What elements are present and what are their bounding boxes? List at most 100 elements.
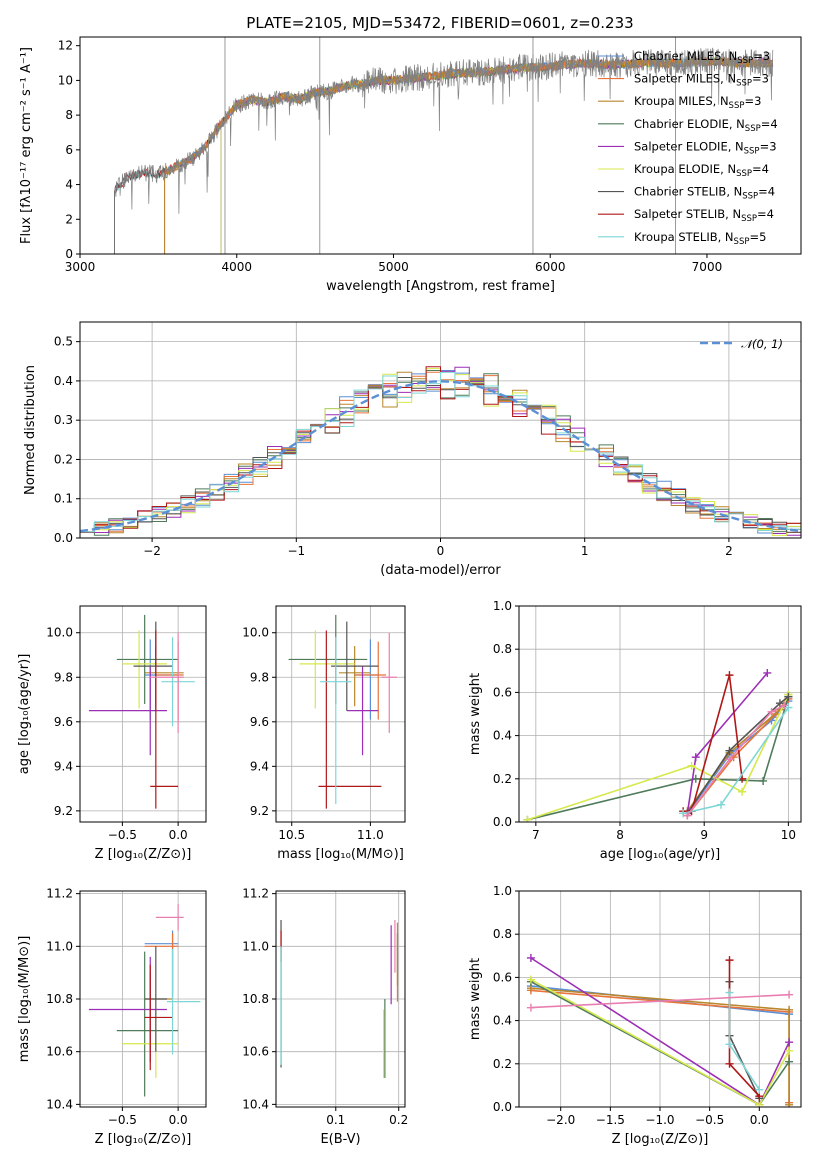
residuals-ylabel: Normed distribution — [23, 365, 38, 495]
massweight-vs-Z-series-line — [728, 960, 760, 1097]
massweight-vs-age-ytick-label: 0.8 — [493, 642, 512, 656]
massweight-vs-Z-point — [785, 1038, 794, 1047]
residuals-ytick-label: 0.5 — [54, 335, 73, 349]
massweight-vs-age-point — [759, 776, 768, 785]
residuals-xtick-label: −2 — [143, 544, 161, 558]
massweight-vs-Z-axes: −2.0 −1.5 −1.0 −0.5 0.0 0.0 0.2 0.4 0.6 0.8 1.0 Z [… — [468, 884, 801, 1147]
residuals-ytick-label: 0.4 — [54, 374, 73, 388]
massweight-vs-Z-series — [526, 953, 794, 1107]
massweight-vs-Z-xlabel: Z [log₁₀(Z/Z⊙)] — [612, 1132, 709, 1147]
spectrum-xtick-label: 6000 — [535, 260, 566, 274]
massweight-vs-Z-ytick-label: 0.0 — [493, 1100, 512, 1114]
mass-vs-Z-xlabel: Z [log₁₀(Z/Z⊙)] — [95, 1132, 192, 1147]
massweight-vs-age-frame — [518, 605, 802, 823]
age-vs-mass-ytick-label: 10.0 — [242, 626, 269, 640]
massweight-vs-age-point — [523, 815, 532, 822]
massweight-vs-age-ytick-label: 0.2 — [493, 772, 512, 786]
spectrum-frame — [79, 36, 802, 255]
age-vs-mass-ytick-label: 9.2 — [250, 804, 269, 818]
age-vs-mass-xlabel: mass [log₁₀(M/M⊙)] — [277, 847, 404, 862]
massweight-vs-age-point — [725, 671, 734, 680]
massweight-vs-age-series-line — [527, 694, 790, 821]
spectrum-observed-line — [114, 47, 774, 254]
residuals-ytick-label: 0.3 — [54, 413, 73, 427]
residuals-legend: 𝒩(0, 1) — [700, 337, 783, 351]
massweight-vs-Z-ytick-label: 1.0 — [493, 884, 512, 898]
mass-vs-EBV-frame — [275, 890, 406, 1108]
mass-vs-EBV-axes: 0.1 0.2 10.4 10.6 10.8 11.0 11.2 E(B-V) — [242, 887, 408, 1147]
mass-vs-EBV-ytick-label: 10.4 — [242, 1097, 269, 1111]
mass-vs-Z-ytick-label: 10.8 — [46, 992, 73, 1006]
mass-vs-EBV-xlabel: E(B-V) — [320, 1132, 360, 1147]
massweight-vs-Z-point — [785, 990, 794, 999]
massweight-vs-age-point — [691, 753, 700, 762]
legend-entry: Salpeter STELIB, NSSP=4 — [634, 207, 774, 224]
massweight-vs-Z-xtick-label: −1.5 — [596, 1113, 625, 1127]
massweight-vs-age-point — [725, 746, 734, 755]
mass-vs-EBV-xtick-label: 0.2 — [389, 1113, 408, 1127]
massweight-vs-Z-point — [526, 1003, 535, 1012]
residuals-xlabel: (data-model)/error — [380, 563, 501, 578]
spectrum-ylabel: Flux [fλ10⁻¹⁷ erg cm⁻² s⁻¹ A⁻¹] — [19, 47, 34, 244]
mass-vs-EBV-ytick-label: 11.0 — [242, 939, 269, 953]
massweight-vs-age-ytick-label: 0.6 — [493, 685, 512, 699]
spectrum-ytick-label: 4 — [65, 178, 73, 192]
residuals-ytick-label: 0.0 — [54, 531, 73, 545]
massweight-vs-age-point — [717, 800, 726, 809]
massweight-vs-Z-point — [725, 1040, 734, 1049]
massweight-vs-Z-point — [785, 1057, 794, 1066]
massweight-vs-Z-point — [526, 975, 535, 984]
spectrum-model-line — [164, 55, 773, 254]
mass-vs-Z-xtick-label: −0.5 — [108, 1113, 137, 1127]
spectrum-model-line — [114, 56, 774, 254]
residuals-xtick-label: 2 — [725, 544, 733, 558]
residuals-axes: −2 −1 0 1 2 0.0 0.1 0.2 0.3 0.4 0.5 (data-model)/er… — [23, 322, 801, 578]
age-vs-Z-xtick-label: −0.5 — [108, 828, 137, 842]
massweight-vs-age-point — [784, 692, 793, 701]
massweight-vs-age-point — [780, 701, 789, 710]
spectrum-model-line — [220, 55, 773, 254]
massweight-vs-age-xtick-label: 8 — [616, 828, 624, 842]
age-vs-Z-frame — [79, 605, 207, 823]
spectrum-axes: 3000 4000 5000 6000 7000 0 2 4 6 8 10 12 wavelength … — [19, 39, 722, 294]
spectrum-ytick-label: 6 — [65, 143, 73, 157]
massweight-vs-Z-series-line — [530, 993, 790, 1009]
residuals-xtick-label: 1 — [581, 544, 589, 558]
spectrum-ytick-label: 10 — [58, 73, 73, 87]
spectrum-xtick-label: 3000 — [65, 260, 96, 274]
spectrum-ytick-label: 12 — [58, 39, 73, 53]
massweight-vs-age-ylabel: mass weight — [468, 673, 483, 755]
massweight-vs-age-point — [784, 703, 793, 712]
legend-entry: Salpeter ELODIE, NSSP=3 — [634, 139, 777, 156]
mass-vs-Z-ytick-label: 10.6 — [46, 1045, 73, 1059]
massweight-vs-age-point — [763, 668, 772, 677]
mass-vs-EBV-ytick-label: 10.8 — [242, 992, 269, 1006]
legend-entry: Chabrier MILES, NSSP=3 — [634, 49, 770, 66]
massweight-vs-age-series-line — [686, 704, 785, 816]
spectrum-model-line — [220, 56, 773, 254]
massweight-vs-age-point — [775, 699, 784, 708]
massweight-vs-age-point — [767, 707, 776, 716]
massweight-vs-age-xtick-label: 10 — [781, 828, 796, 842]
massweight-vs-age-point — [679, 809, 688, 818]
age-vs-Z-ytick-label: 9.2 — [54, 804, 73, 818]
residuals-xtick-label: −1 — [287, 544, 305, 558]
mass-vs-Z-ytick-label: 11.2 — [46, 887, 73, 901]
residuals-frame — [79, 321, 802, 539]
massweight-vs-Z-point — [785, 1046, 794, 1055]
age-vs-Z-ylabel: age [log₁₀(age/yr)] — [17, 654, 32, 775]
spectrum-ytick-label: 0 — [65, 247, 73, 261]
age-vs-mass-xtick-label: 11.0 — [357, 828, 384, 842]
massweight-vs-Z-ytick-label: 0.6 — [493, 970, 512, 984]
massweight-vs-Z-point — [725, 1059, 734, 1068]
legend-entry: Salpeter MILES, NSSP=3 — [634, 72, 769, 89]
legend-entry: Kroupa STELIB, NSSP=5 — [634, 230, 766, 247]
age-vs-Z-points — [88, 614, 195, 809]
massweight-vs-Z-ytick-label: 0.4 — [493, 1014, 512, 1028]
massweight-vs-Z-point — [526, 953, 535, 962]
spectrum-model-line — [220, 56, 773, 254]
massweight-vs-Z-point — [755, 1085, 764, 1094]
spectrum-model-line — [114, 56, 774, 254]
residuals-hist — [80, 366, 801, 536]
